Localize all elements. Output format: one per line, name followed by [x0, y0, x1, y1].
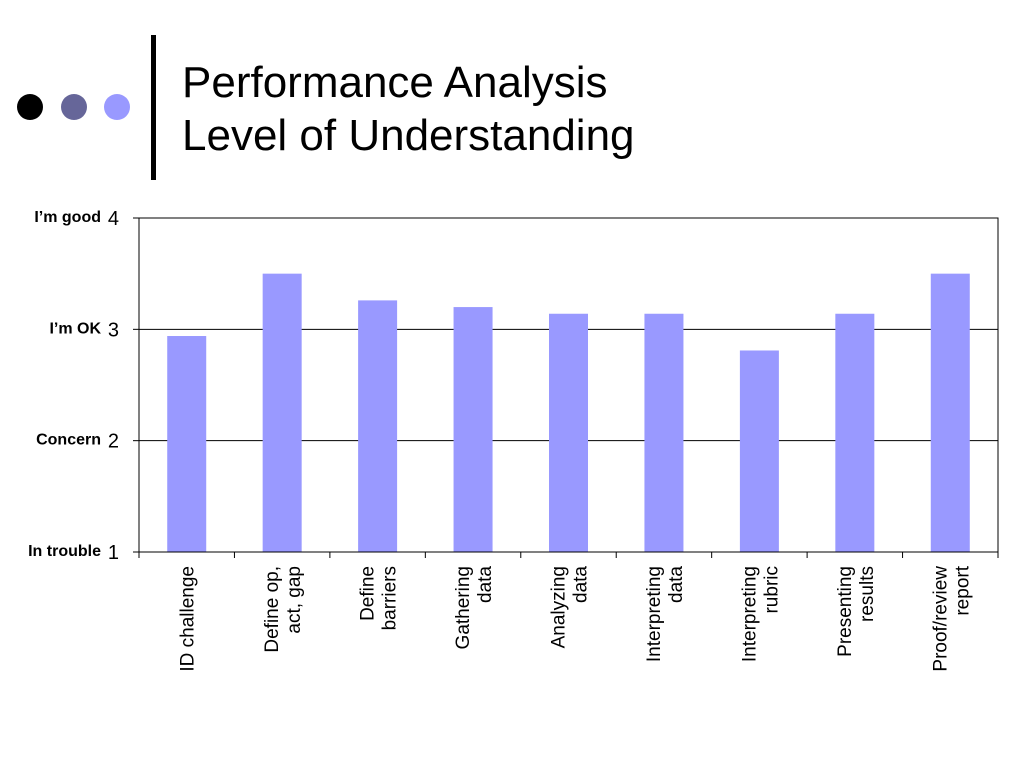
category-label-line: act, gap	[284, 566, 305, 634]
slide-title: Performance Analysis Level of Understand…	[182, 56, 635, 162]
category-label-line: Interpreting	[739, 566, 760, 662]
category-label-line: results	[857, 566, 878, 622]
bar	[167, 336, 207, 552]
category-label-line: Proof/review	[930, 566, 951, 672]
y-tick-label: 2	[108, 431, 119, 453]
category-label-line: data	[475, 566, 496, 603]
axes	[133, 217, 999, 558]
category-label-line: Interpreting	[644, 566, 665, 662]
level-label: In trouble	[28, 543, 101, 560]
category-label-line: rubric	[761, 566, 782, 614]
bar	[262, 273, 302, 552]
category-label: Define op, act, gap	[262, 566, 305, 653]
bar	[549, 313, 588, 552]
bars	[167, 273, 970, 552]
category-label-line: data	[571, 566, 592, 603]
category-label: Proof/review report	[930, 565, 973, 671]
category-label: Analyzing data	[549, 566, 592, 649]
title-line-2: Level of Understanding	[182, 111, 635, 160]
category-label-line: Define op,	[262, 566, 283, 653]
bullet-dot-black	[17, 94, 43, 120]
title-divider	[151, 35, 156, 180]
category-label-line: barriers	[380, 566, 401, 630]
bullet-dot-periwinkle	[104, 94, 130, 120]
title-line-1: Performance Analysis	[182, 58, 608, 107]
category-label-line: Define	[358, 566, 379, 621]
category-label: Gathering data	[453, 566, 496, 650]
y-tick-labels: 1 2 3 4	[108, 208, 119, 564]
bar	[930, 273, 970, 552]
category-label: Define barriers	[358, 566, 401, 630]
bullet-dot-slate	[61, 94, 87, 120]
bar	[739, 350, 779, 552]
category-label-line: report	[952, 565, 973, 615]
bar	[644, 313, 684, 552]
category-label: ID challenge	[178, 566, 199, 672]
category-labels: ID challenge Define op, act, gap Define barr…	[178, 565, 974, 671]
bar	[453, 307, 493, 552]
plot-frame	[138, 217, 999, 553]
category-label-line: ID challenge	[178, 566, 199, 672]
y-tick-label: 3	[108, 319, 119, 341]
level-label: Concern	[36, 432, 101, 449]
category-label-line: Analyzing	[549, 566, 570, 648]
category-label: Interpreting data	[644, 566, 687, 663]
level-labels: I’m good I’m OK Concern In trouble	[28, 209, 101, 560]
category-label: Interpreting rubric	[739, 566, 782, 662]
bar	[358, 300, 398, 552]
y-tick-label: 1	[108, 542, 119, 564]
category-label-line: Presenting	[835, 566, 856, 657]
level-label: I’m OK	[49, 320, 101, 337]
y-tick-label: 4	[108, 208, 119, 230]
category-label-line: Gathering	[453, 566, 474, 649]
level-label: I’m good	[34, 209, 101, 226]
category-label-line: data	[666, 566, 687, 603]
category-label: Presenting results	[835, 566, 878, 657]
bar	[835, 313, 875, 552]
